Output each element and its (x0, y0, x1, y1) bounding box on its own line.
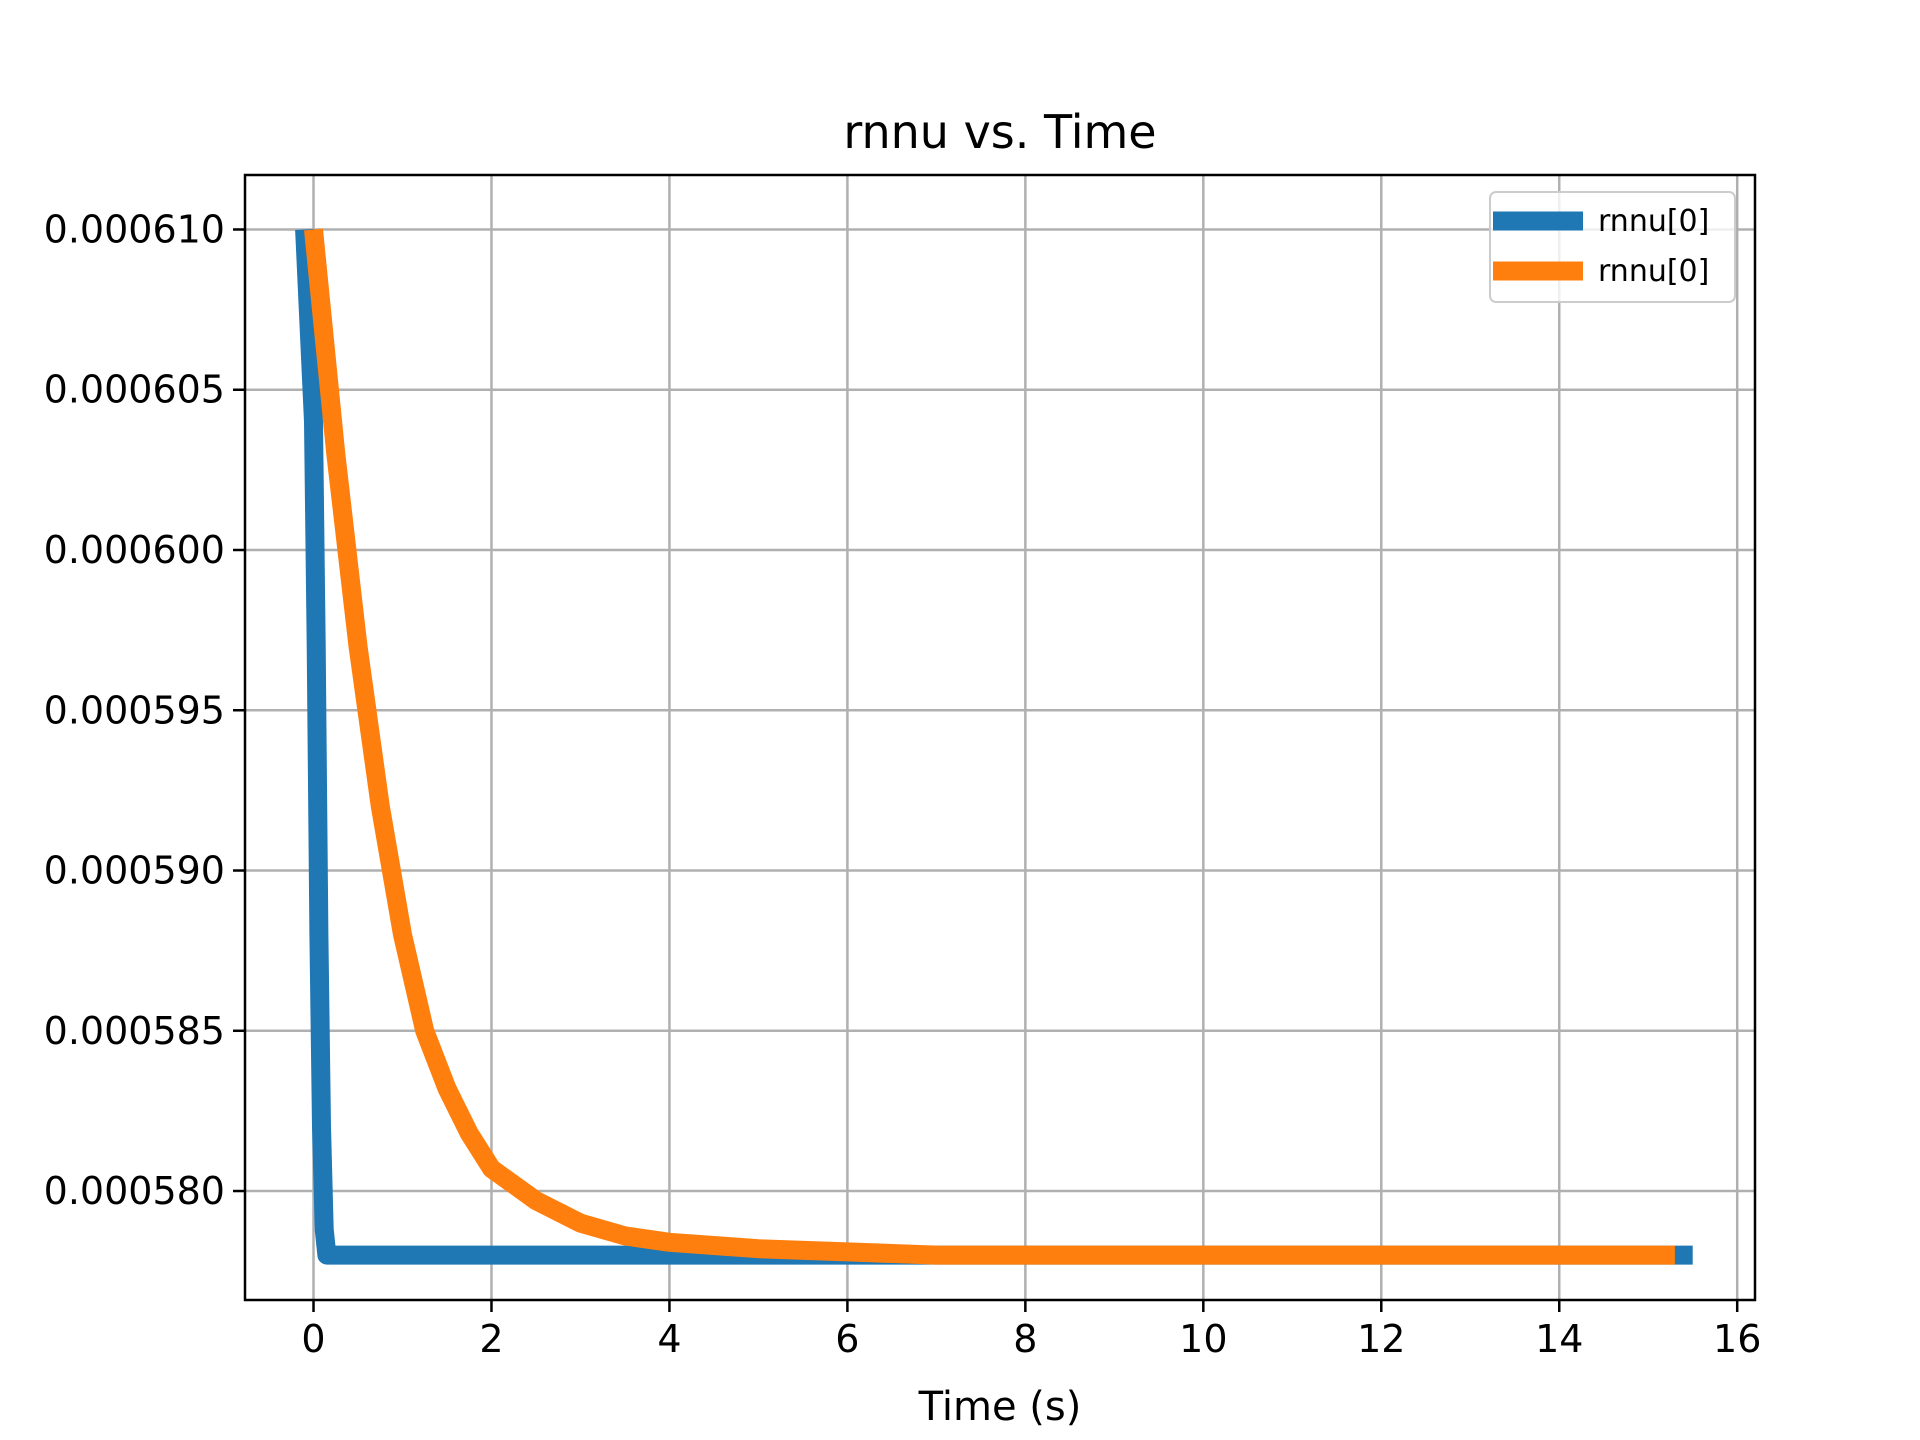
y-tick-label: 0.000580 (44, 1169, 225, 1213)
legend: rnnu[0] rnnu[0] (1489, 191, 1736, 303)
x-tick-label: 4 (657, 1317, 681, 1361)
x-tick-label: 12 (1357, 1317, 1405, 1361)
tick-layer: 0 2 4 6 8 10 12 14 16 0.000580 0.000585 0.000590 0.0… (44, 207, 1762, 1361)
series-line-2 (304, 228, 1675, 1265)
x-tick-label: 16 (1713, 1317, 1761, 1361)
plot-frame (243, 173, 1757, 1302)
legend-label-series-1: rnnu[0] (1598, 204, 1709, 239)
x-tick-label: 14 (1535, 1317, 1583, 1361)
x-axis-label: Time (s) (918, 1384, 1082, 1430)
y-tick-label: 0.000600 (44, 528, 225, 572)
x-tick-label: 8 (1013, 1317, 1037, 1361)
y-tick-label: 0.000590 (44, 849, 225, 893)
y-tick-label: 0.000605 (44, 368, 225, 412)
legend-label-series-2: rnnu[0] (1598, 254, 1709, 289)
grid-layer (245, 175, 1755, 1300)
x-tick-label: 2 (479, 1317, 503, 1361)
x-tick-label: 10 (1179, 1317, 1227, 1361)
y-tick-label: 0.000595 (44, 688, 225, 732)
chart-title: rnnu vs. Time (843, 105, 1156, 159)
y-tick-label: 0.000610 (44, 207, 225, 251)
y-tick-label: 0.000585 (44, 1009, 225, 1053)
x-tick-label: 6 (835, 1317, 859, 1361)
series-layer (295, 228, 1693, 1265)
x-tick-label: 0 (301, 1317, 325, 1361)
